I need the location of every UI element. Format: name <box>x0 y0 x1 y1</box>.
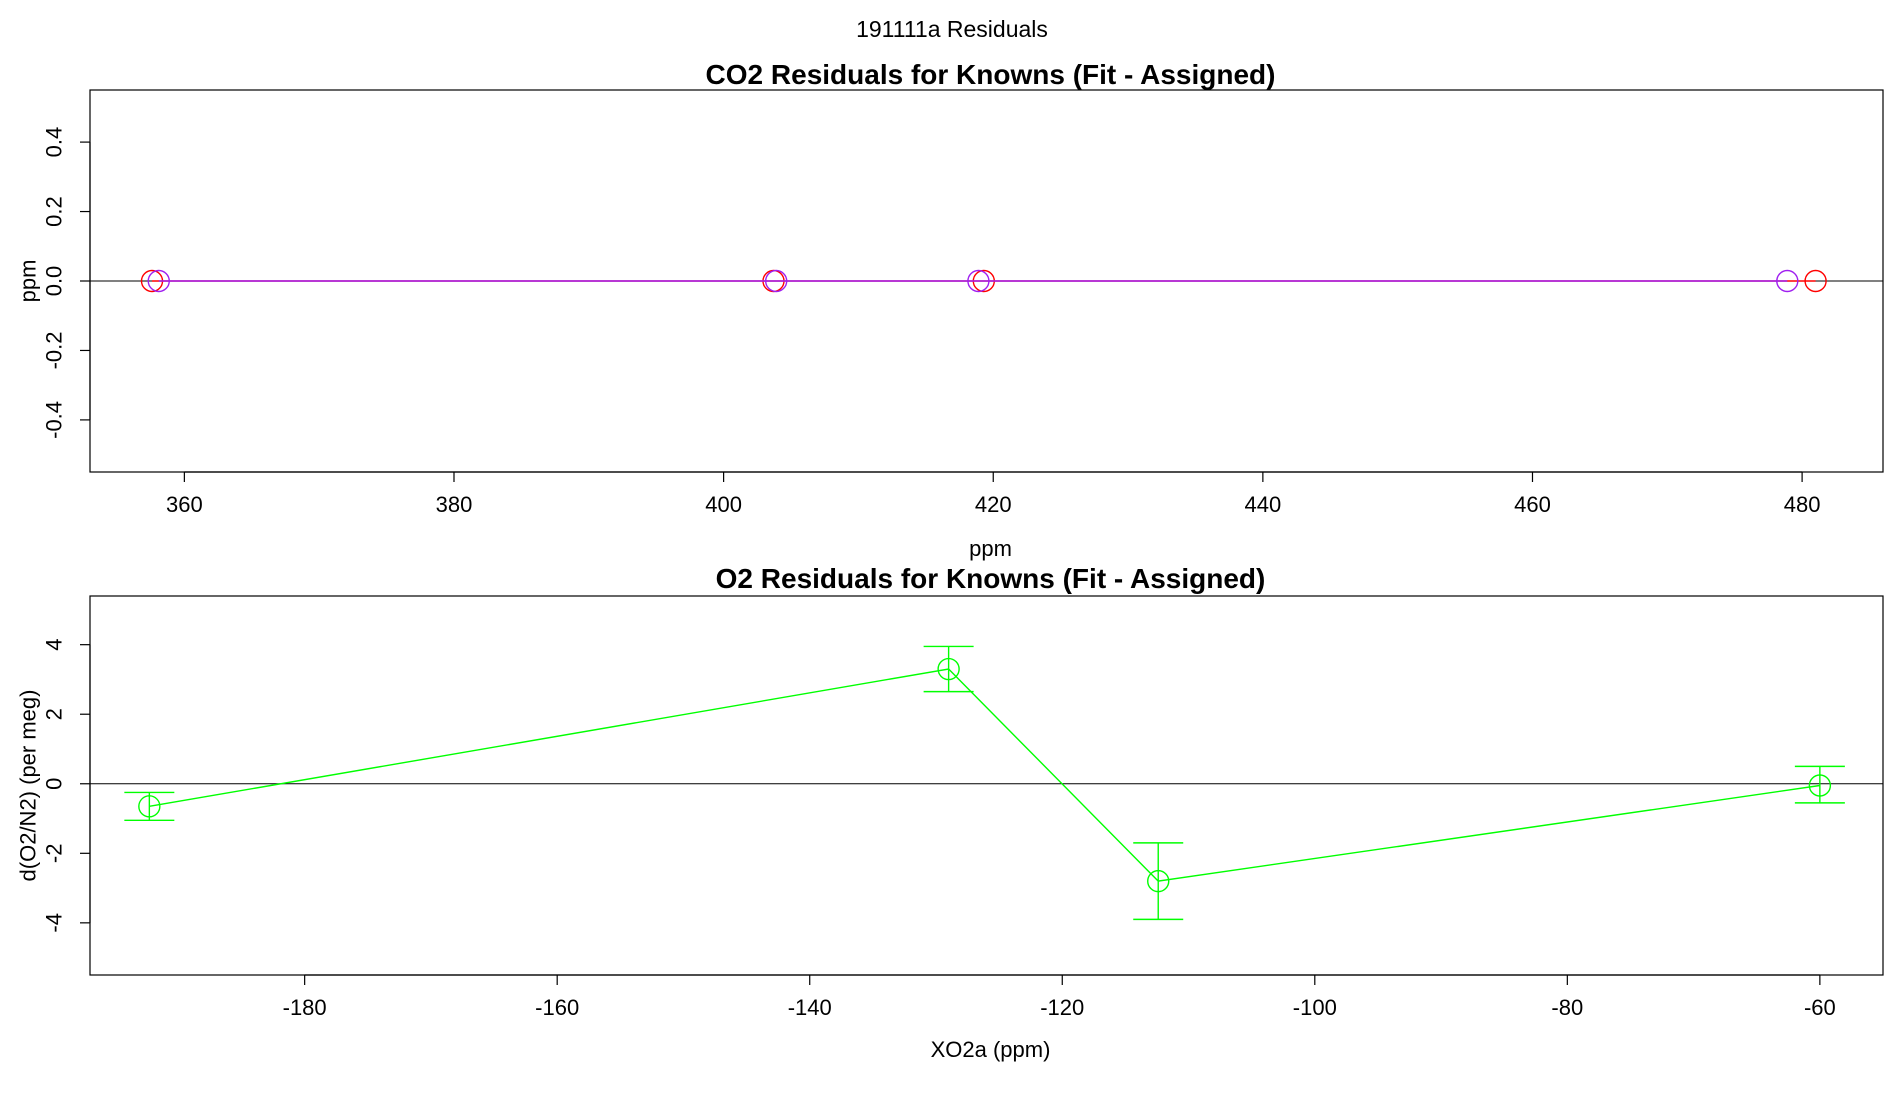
x-tick-label: 460 <box>1514 492 1551 517</box>
x-tick-label: -160 <box>535 995 579 1020</box>
x-axis-title: ppm <box>969 536 1012 561</box>
y-tick-label: 0.4 <box>42 127 67 158</box>
data-point <box>147 269 170 293</box>
x-tick-label: 420 <box>975 492 1012 517</box>
x-tick-label: 440 <box>1245 492 1282 517</box>
x-tick-label: -100 <box>1293 995 1337 1020</box>
x-tick-label: 360 <box>166 492 203 517</box>
panel-title: O2 Residuals for Knowns (Fit - Assigned) <box>716 563 1266 594</box>
data-point <box>1776 269 1799 293</box>
y-tick-label: 0 <box>42 778 67 790</box>
figure-super-title: 191111a Residuals <box>856 16 1048 42</box>
y-tick-label: 4 <box>42 639 67 651</box>
y-tick-label: -0.4 <box>42 401 67 439</box>
x-tick-label: 400 <box>705 492 742 517</box>
y-tick-label: 0.0 <box>42 266 67 297</box>
series-1 <box>147 269 1799 293</box>
data-point <box>138 795 161 818</box>
y-tick-label: -2 <box>42 844 67 864</box>
x-tick-label: 480 <box>1784 492 1821 517</box>
x-tick-label: -180 <box>283 995 327 1020</box>
x-tick-label: -120 <box>1040 995 1084 1020</box>
y-tick-label: 2 <box>42 708 67 720</box>
x-tick-label: 380 <box>436 492 473 517</box>
x-axis-title: XO2a (ppm) <box>931 1037 1051 1062</box>
x-tick-label: -80 <box>1551 995 1583 1020</box>
co2-residuals-panel: CO2 Residuals for Knowns (Fit - Assigned… <box>16 59 1884 561</box>
data-point <box>764 269 788 293</box>
data-point <box>1804 269 1827 293</box>
y-axis-title: d(O2/N2) (per meg) <box>16 690 41 882</box>
y-tick-label: -0.2 <box>42 331 67 369</box>
x-tick-label: -140 <box>788 995 832 1020</box>
panel-title: CO2 Residuals for Knowns (Fit - Assigned… <box>706 59 1276 90</box>
y-tick-label: -4 <box>42 913 67 933</box>
data-point <box>967 269 990 293</box>
series-0 <box>124 645 1845 921</box>
y-axis-title: ppm <box>16 260 41 303</box>
data-point <box>1147 869 1170 893</box>
data-point <box>1808 774 1832 797</box>
series-line <box>149 668 1820 882</box>
plot-frame <box>89 595 1884 976</box>
o2-residuals-panel: O2 Residuals for Knowns (Fit - Assigned)… <box>16 563 1884 1062</box>
x-tick-label: -60 <box>1804 995 1836 1020</box>
y-tick-label: 0.2 <box>42 196 67 227</box>
data-point <box>937 657 960 681</box>
